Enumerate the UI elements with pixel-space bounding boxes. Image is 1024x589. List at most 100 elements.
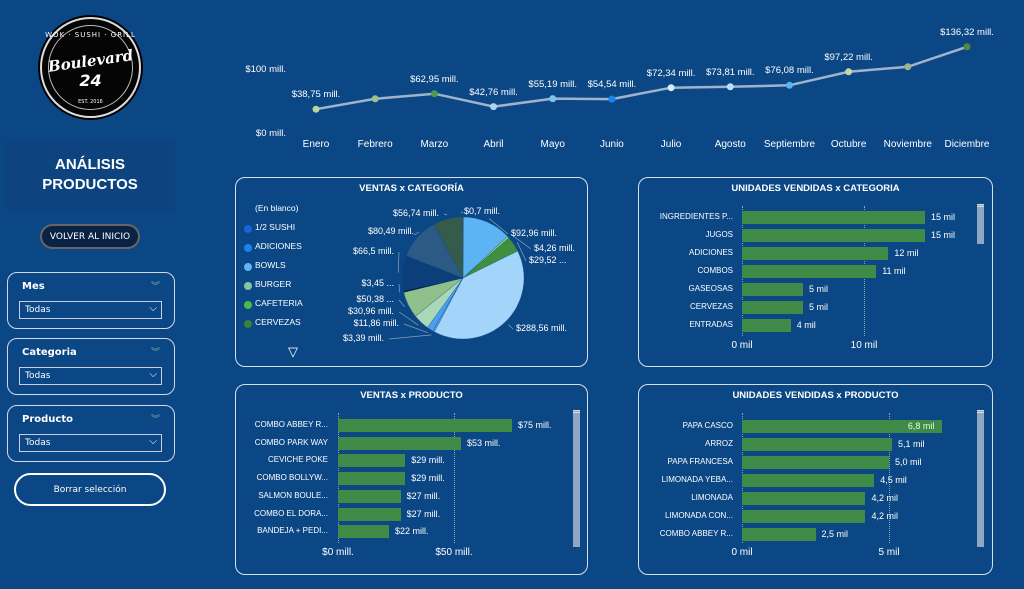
category-label: ENTRADAS	[689, 320, 733, 329]
category-label: COMBO ABBEY R...	[254, 420, 328, 429]
pie-slice[interactable]	[434, 250, 525, 340]
line-point[interactable]	[667, 84, 675, 92]
category-label: GASEOSAS	[688, 284, 733, 293]
label-leader	[388, 334, 432, 340]
label-leader	[414, 231, 420, 236]
legend-scroll-down-icon[interactable]: ▽	[288, 344, 298, 359]
bar-value-label: 6,8 mil	[907, 421, 935, 431]
bar[interactable]	[742, 211, 925, 224]
label-leader	[397, 251, 400, 273]
sales-by-category-panel: VENTAS x CATEGORÍA ▽ (En blanco) 1/2 SUSH…	[235, 177, 588, 367]
units-by-category-panel: UNIDADES VENDIDAS x CATEGORIA 0 mil 10 mi…	[638, 177, 993, 367]
bar[interactable]	[742, 265, 877, 278]
x-tick-label: 10 mil	[850, 340, 878, 351]
bar-value-label: $53 mill.	[466, 437, 501, 448]
x-tick-label: 0 mil	[731, 340, 753, 351]
line-point[interactable]	[785, 81, 793, 89]
bar-value-label: $75 mill.	[518, 420, 552, 430]
bar[interactable]	[742, 420, 942, 433]
x-tick-label: $50 mill.	[435, 547, 473, 558]
producto-dropdown[interactable]: Todas ⌵	[19, 434, 162, 452]
bar[interactable]	[742, 438, 892, 451]
x-tick-label: 0 mil	[731, 547, 753, 558]
bar-value-label: 4,5 mil	[880, 475, 907, 485]
legend-item[interactable]: 1/2 SUSHI	[255, 222, 296, 232]
line-point[interactable]	[549, 95, 557, 103]
data-label: $62,95 mill.	[410, 73, 459, 85]
legend-item[interactable]: BOWLS	[255, 260, 286, 270]
bar[interactable]	[742, 474, 875, 487]
scrollbar[interactable]	[977, 204, 984, 244]
chevron-down-icon: ⌵	[149, 303, 157, 314]
data-label: $42,76 mill.	[469, 86, 518, 98]
line-point[interactable]	[608, 95, 616, 103]
legend-item[interactable]: CAFETERIA	[255, 298, 303, 308]
bar[interactable]	[742, 528, 816, 541]
bar-value-label: 4 mil	[796, 320, 816, 330]
mes-dropdown[interactable]: Todas ⌵	[19, 301, 162, 319]
slice-label: $3,39 mill.	[342, 333, 384, 343]
line-point[interactable]	[845, 68, 853, 76]
bar[interactable]	[338, 507, 401, 521]
legend-dot	[244, 225, 252, 233]
line-point[interactable]	[312, 105, 320, 113]
bar[interactable]	[742, 492, 866, 505]
clear-selection-button[interactable]: Borrar selección	[14, 473, 166, 506]
month-label: Noviembre	[883, 139, 932, 150]
bar[interactable]	[742, 229, 925, 242]
chevron-down-icon[interactable]: ︾	[150, 282, 160, 292]
slice-label: $66,5 mill.	[352, 246, 394, 256]
logo-number: 24	[79, 71, 102, 90]
bar[interactable]	[742, 456, 889, 469]
data-label: $136,32 mill.	[940, 26, 994, 38]
legend-item[interactable]: BURGER	[255, 279, 292, 289]
line-point[interactable]	[963, 43, 971, 51]
pie-slice[interactable]	[433, 216, 464, 279]
chevron-down-icon: ⌵	[149, 436, 157, 447]
dropdown-value: Todas	[25, 305, 51, 315]
line-point[interactable]	[430, 90, 438, 98]
bar[interactable]	[742, 247, 889, 260]
category-label: BANDEJA + PEDI...	[257, 526, 328, 536]
bar[interactable]	[338, 472, 406, 486]
y-tick-label: $100 mill.	[245, 64, 286, 75]
month-label: Abril	[483, 139, 504, 150]
bar[interactable]	[338, 489, 401, 503]
bar[interactable]	[338, 419, 512, 432]
legend-item[interactable]: ADICIONES	[255, 241, 302, 251]
line-point[interactable]	[490, 103, 498, 111]
y-tick-label: $0 mill.	[255, 128, 286, 139]
bar[interactable]	[742, 301, 803, 314]
line-point[interactable]	[371, 95, 379, 103]
bar-value-label: 15 mil	[931, 230, 956, 240]
slice-label: $0,7 mill.	[464, 206, 501, 216]
bar[interactable]	[338, 525, 390, 539]
bar[interactable]	[338, 454, 406, 468]
chevron-down-icon[interactable]: ︾	[150, 415, 160, 425]
home-button[interactable]: VOLVER AL INICIO	[40, 224, 140, 249]
month-label: Junio	[599, 139, 624, 150]
bar-value-label: 5,1 mil	[897, 439, 925, 449]
legend-dot	[244, 244, 252, 252]
scrollbar[interactable]	[573, 410, 580, 547]
bar-value-label: $29 mill.	[411, 455, 445, 466]
bar[interactable]	[742, 510, 866, 523]
legend-item[interactable]: CERVEZAS	[255, 317, 301, 327]
label-leader	[488, 218, 509, 235]
line-point[interactable]	[726, 83, 734, 91]
line-point[interactable]	[904, 63, 912, 71]
bar-value-label: 15 mil	[931, 212, 956, 222]
month-label: Julio	[660, 139, 682, 150]
bar[interactable]	[338, 436, 461, 450]
panel-title: UNIDADES VENDIDAS x CATEGORIA	[731, 183, 900, 194]
bar[interactable]	[742, 319, 791, 332]
category-label: COMBO PARK WAY	[254, 437, 328, 447]
legend-item[interactable]: (En blanco)	[255, 203, 299, 213]
chevron-down-icon[interactable]: ︾	[150, 348, 160, 358]
scrollbar[interactable]	[977, 410, 984, 547]
month-label: Febrero	[357, 139, 393, 150]
categoria-dropdown[interactable]: Todas ⌵	[19, 367, 162, 385]
bar-value-label: 12 mil	[894, 248, 919, 258]
slice-label: $56,74 mill.	[392, 208, 439, 218]
bar[interactable]	[742, 283, 803, 296]
